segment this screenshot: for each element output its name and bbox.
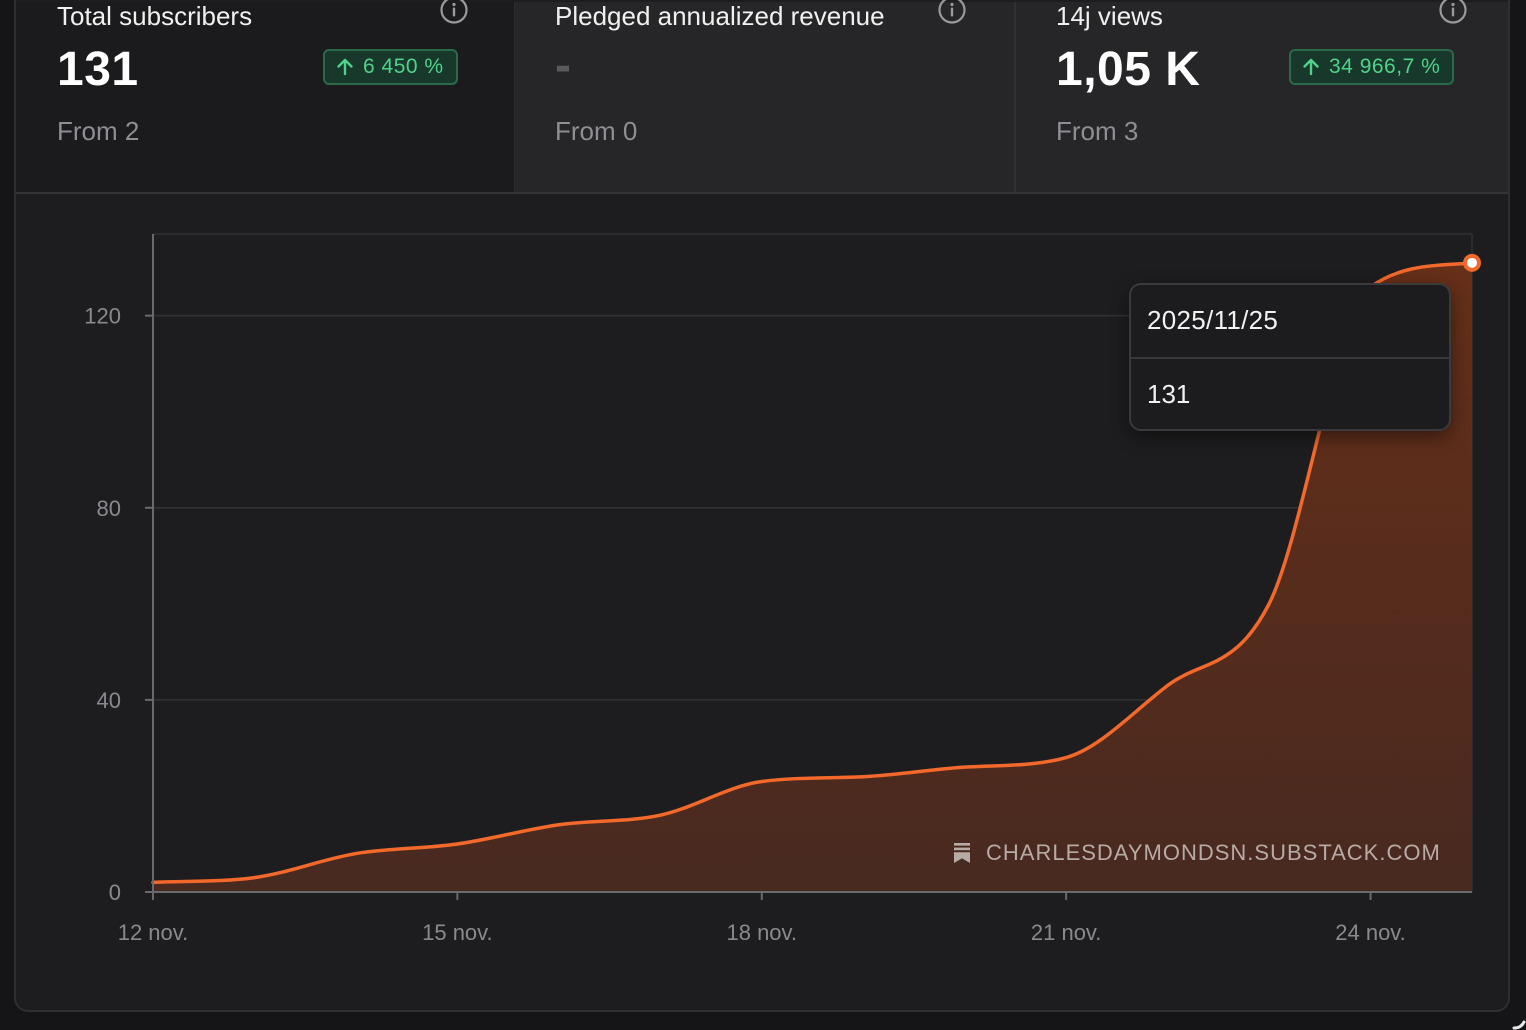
arrow-up-icon [1303, 58, 1319, 76]
stat-from: From 3 [1056, 116, 1139, 146]
series-line [151, 261, 1474, 885]
info-circle-icon[interactable] [1438, 0, 1468, 25]
tooltip-date: 2025/11/25 [1147, 305, 1279, 335]
stat-card-pledged-revenue[interactable]: Pledged annualized revenue - From 0 [514, 0, 1014, 192]
info-circle-icon[interactable] [937, 0, 967, 25]
stat-title: Pledged annualized revenue [555, 1, 885, 31]
chart-svg[interactable]: 0 40 80 120 12 nov. 15 nov. 18 nov. 21 nov. 24 n… [16, 194, 1510, 994]
x-tick-label: 12 nov. [118, 920, 189, 945]
y-tick-label: 120 [84, 304, 121, 329]
y-tick-label: 40 [97, 688, 121, 713]
substack-bookmark-icon [954, 843, 970, 863]
y-tick-label: 80 [97, 496, 121, 521]
stat-from: From 0 [555, 116, 638, 146]
change-value: 34 966,7 % [1329, 55, 1441, 78]
x-tick-label: 24 nov. [1335, 920, 1406, 945]
watermark: CHARLESDAYMONDSN.SUBSTACK.COM [952, 840, 1441, 866]
arrow-up-icon [337, 58, 353, 76]
stat-title: Total subscribers [57, 1, 253, 31]
dashboard-panel: Total subscribers 131 6 450 % From 2 Ple… [14, 0, 1510, 1012]
x-tick-label: 18 nov. [726, 920, 797, 945]
stat-value: 1,05 K [1056, 43, 1201, 96]
change-badge: 34 966,7 % [1289, 49, 1455, 85]
chart-tooltip: 2025/11/25 131 [1129, 283, 1451, 431]
x-tick-label: 15 nov. [422, 920, 493, 945]
watermark-text: CHARLESDAYMONDSN.SUBSTACK.COM [986, 840, 1441, 865]
corner-fragment [1512, 1020, 1526, 1030]
tooltip-divider [1131, 357, 1449, 359]
stat-card-total-subscribers[interactable]: Total subscribers 131 6 450 % From 2 [16, 0, 514, 192]
stats-row: Total subscribers 131 6 450 % From 2 Ple… [16, 0, 1508, 194]
info-circle-icon[interactable] [439, 0, 469, 25]
x-tick-label: 21 nov. [1031, 920, 1102, 945]
y-tick-label: 0 [109, 880, 121, 905]
stat-from: From 2 [57, 116, 140, 146]
highlight-point-inner [1467, 257, 1477, 268]
change-value: 6 450 % [363, 55, 444, 78]
tooltip-value: 131 [1147, 379, 1191, 409]
series-area [153, 262, 1472, 892]
stat-value: 131 [57, 43, 139, 96]
stat-title: 14j views [1056, 1, 1163, 31]
subscribers-chart[interactable]: 0 40 80 120 12 nov. 15 nov. 18 nov. 21 nov. 24 n… [16, 194, 1510, 1010]
stat-value: - [555, 39, 572, 92]
stat-card-14j-views[interactable]: 14j views 1,05 K 34 966,7 % From 3 [1014, 0, 1508, 192]
change-badge: 6 450 % [323, 49, 458, 85]
